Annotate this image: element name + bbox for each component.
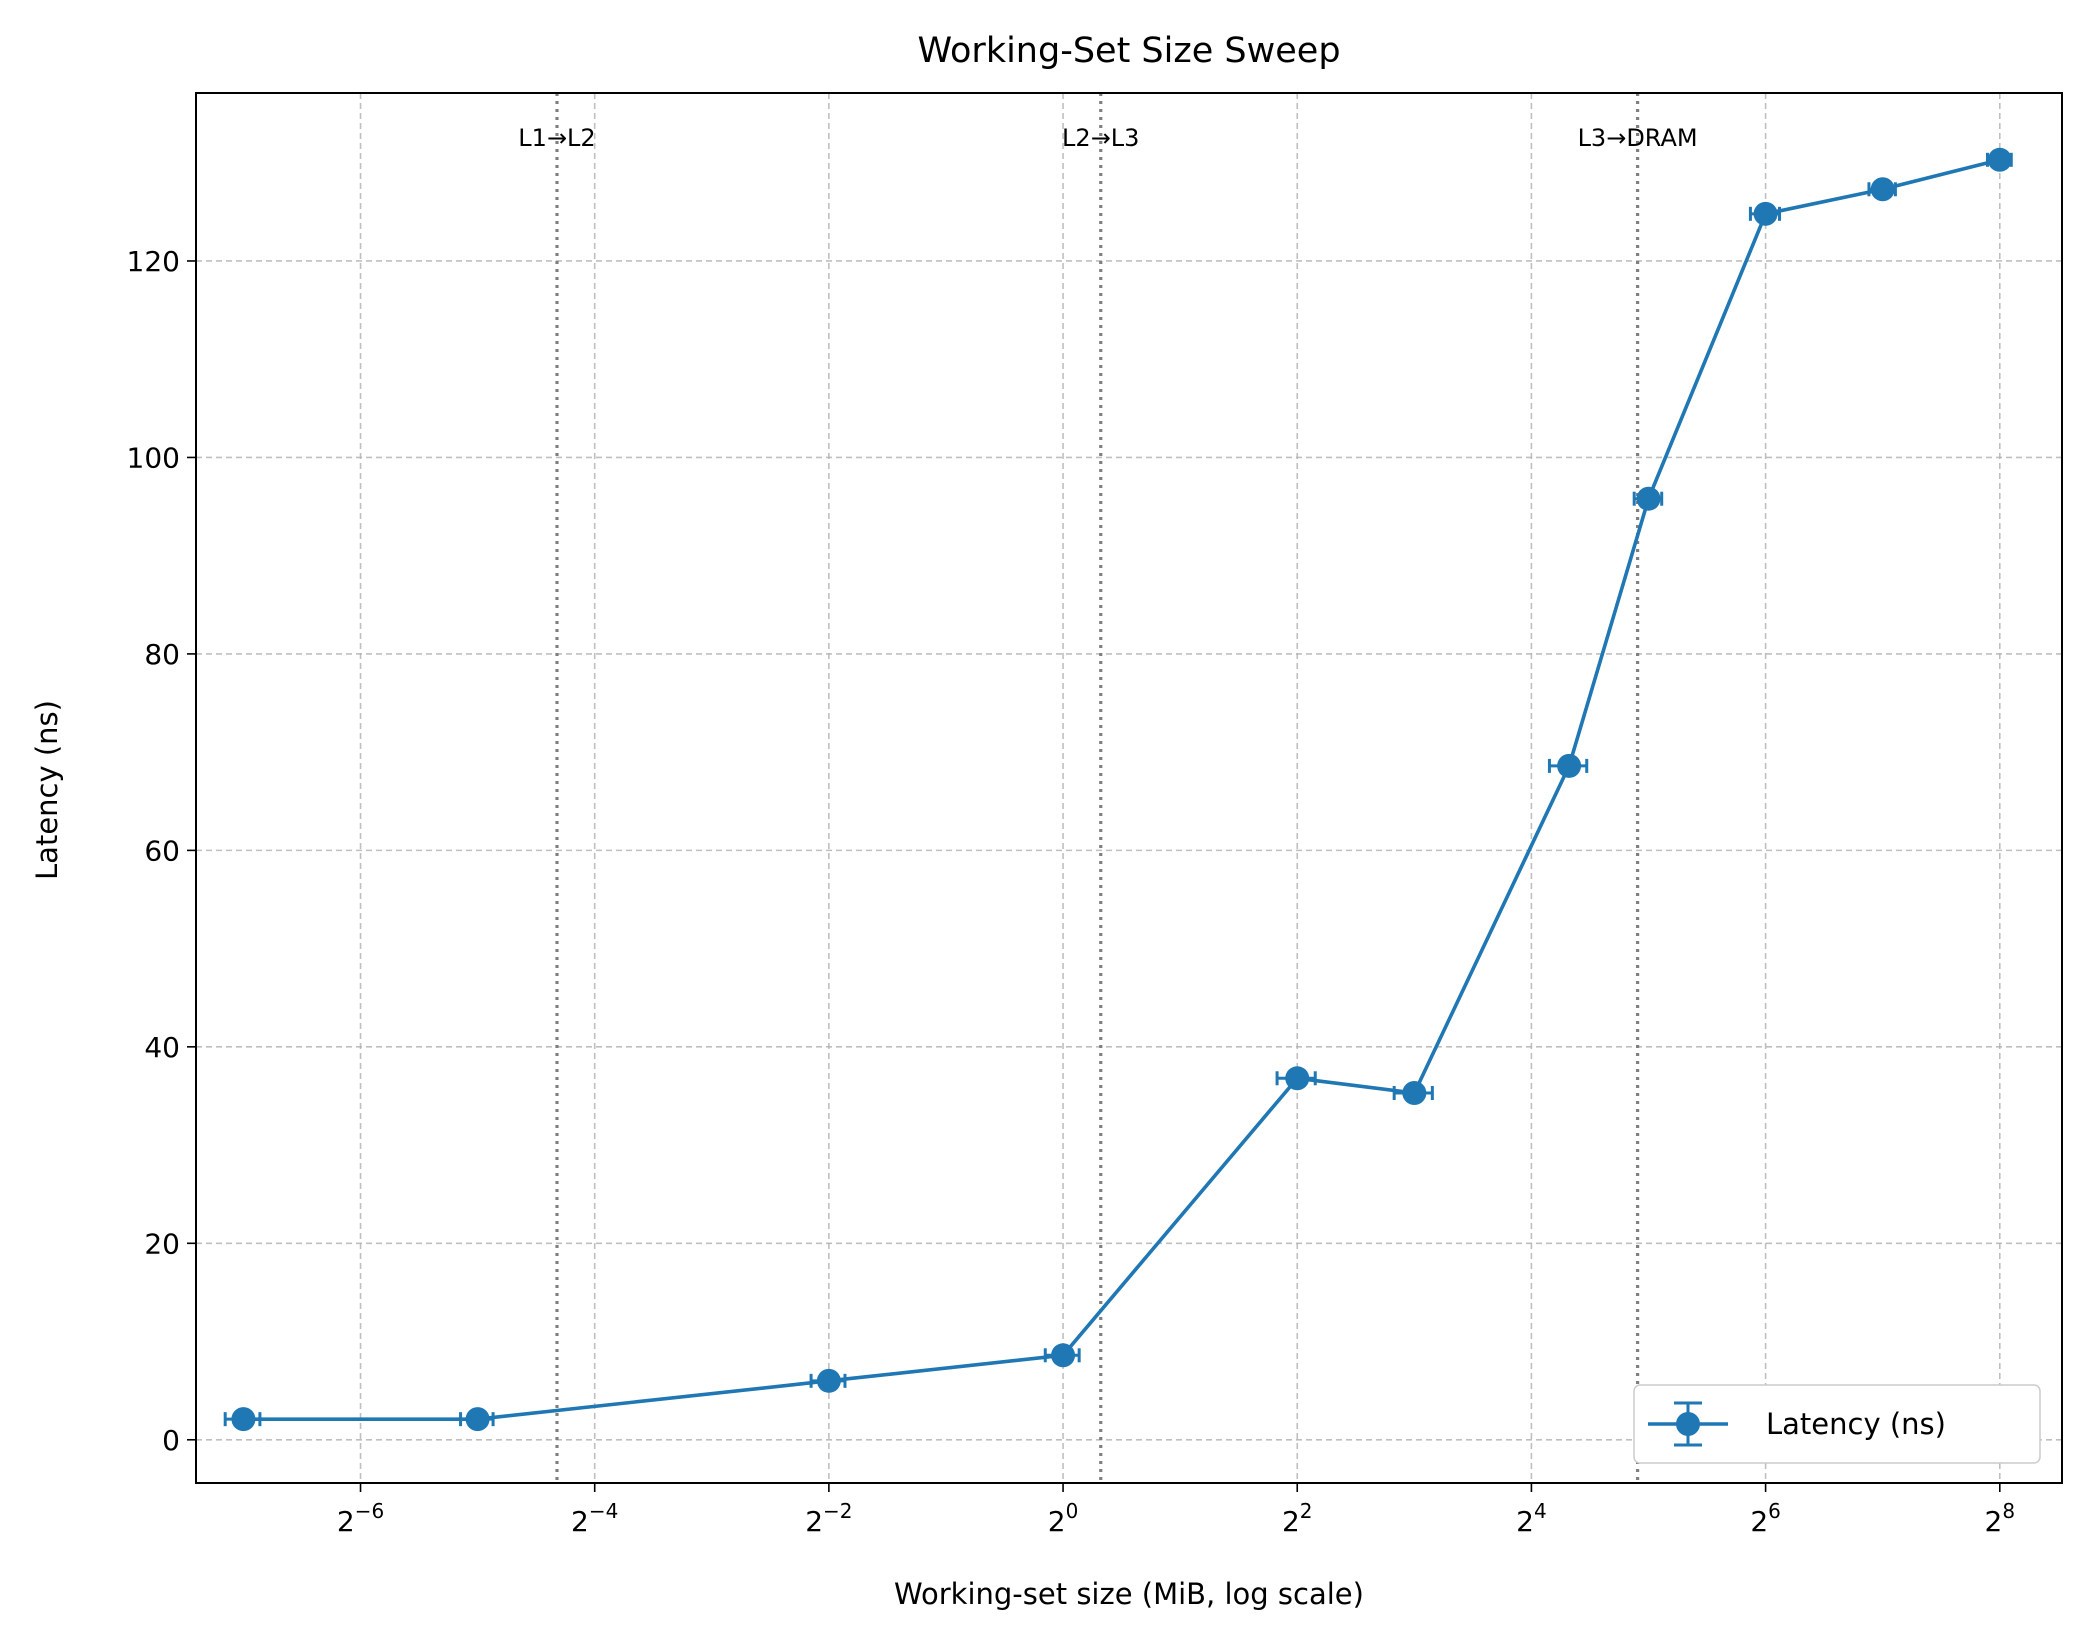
data-point: [1051, 1343, 1076, 1368]
data-point: [1987, 147, 2012, 172]
boundary-label: L2→L3: [1062, 124, 1139, 152]
y-tick-label: 100: [127, 441, 180, 474]
data-point: [1870, 177, 1895, 202]
grid: [196, 93, 2062, 1483]
data-point: [816, 1368, 841, 1393]
y-tick-label: 40: [144, 1031, 180, 1064]
x-tick-label: 24: [1516, 1499, 1547, 1538]
plot-frame: [195, 92, 2063, 1484]
boundary-annotations: L1→L2 L2→L3 L3→DRAM: [518, 124, 1697, 152]
data-point: [231, 1407, 256, 1432]
x-tick-label: 28: [1984, 1499, 2015, 1538]
y-tick-label: 0: [162, 1424, 180, 1457]
x-tick-label: 2−4: [571, 1499, 618, 1538]
data-point: [465, 1407, 490, 1432]
x-tick-label: 26: [1750, 1499, 1781, 1538]
x-tick-label: 2−2: [805, 1499, 852, 1538]
series-line: [243, 158, 2001, 1421]
data-point: [1285, 1066, 1310, 1091]
x-tick-label: 22: [1282, 1499, 1313, 1538]
data-point: [1753, 201, 1778, 226]
data-point: [1636, 486, 1661, 511]
boundary-label: L1→L2: [518, 124, 595, 152]
legend-marker: [1676, 1412, 1700, 1436]
boundary-lines: [555, 93, 1640, 1483]
boundary-label: L3→DRAM: [1578, 124, 1698, 152]
y-tick-label: 80: [144, 638, 180, 671]
y-tick-label: 20: [144, 1227, 180, 1260]
legend-box: [1633, 1384, 2041, 1464]
y-tick-label: 120: [127, 245, 180, 278]
y-axis-label: Latency (ns): [30, 700, 64, 880]
x-tick-label: 2−6: [337, 1499, 384, 1538]
x-axis-label: Working-set size (MiB, log scale): [894, 1577, 1364, 1611]
y-axis-ticks: 0 20 40 60 80 100 120: [127, 245, 196, 1457]
x-tick-label: 20: [1048, 1499, 1079, 1538]
x-axis-ticks: 2−6 2−4 2−2 20 22 24 26 28: [337, 1483, 2015, 1538]
legend-handle: [1648, 1401, 1728, 1447]
data-point: [1557, 753, 1582, 778]
legend-label: Latency (ns): [1766, 1407, 1946, 1441]
legend: Latency (ns): [1633, 1384, 2041, 1464]
chart-title: Working-Set Size Sweep: [917, 31, 1340, 71]
y-tick-label: 60: [144, 834, 180, 867]
series-latency: [223, 147, 2013, 1432]
data-point: [1402, 1081, 1427, 1106]
